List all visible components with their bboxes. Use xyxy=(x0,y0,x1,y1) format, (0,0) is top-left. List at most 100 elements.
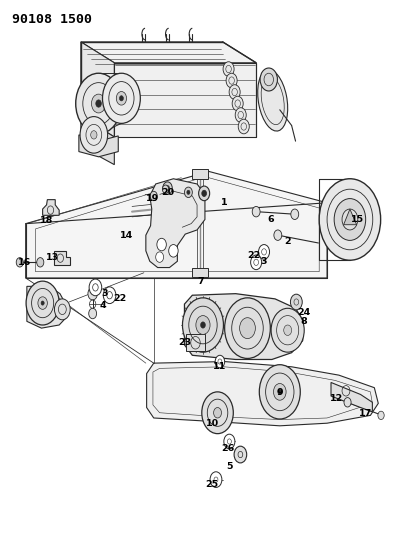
Circle shape xyxy=(165,185,169,191)
Text: 90108 1500: 90108 1500 xyxy=(12,13,92,26)
Text: 16: 16 xyxy=(18,258,31,267)
Circle shape xyxy=(318,179,380,260)
Circle shape xyxy=(80,117,107,153)
Circle shape xyxy=(290,209,298,220)
Bar xyxy=(192,268,208,277)
Text: 7: 7 xyxy=(197,277,204,286)
Text: 19: 19 xyxy=(146,194,159,203)
Polygon shape xyxy=(27,286,65,328)
Circle shape xyxy=(88,287,97,300)
Text: 17: 17 xyxy=(358,409,371,418)
Polygon shape xyxy=(330,383,371,411)
Circle shape xyxy=(238,119,249,134)
Polygon shape xyxy=(54,251,70,265)
Circle shape xyxy=(273,230,281,240)
Bar xyxy=(192,169,208,179)
Circle shape xyxy=(229,85,239,99)
Circle shape xyxy=(258,245,269,259)
Circle shape xyxy=(155,252,163,262)
Circle shape xyxy=(223,62,233,76)
Circle shape xyxy=(259,68,277,91)
Circle shape xyxy=(54,299,70,320)
Circle shape xyxy=(251,206,259,217)
Text: 12: 12 xyxy=(330,394,343,402)
Circle shape xyxy=(162,182,172,195)
Circle shape xyxy=(343,398,350,407)
Circle shape xyxy=(250,255,261,270)
Circle shape xyxy=(95,100,101,107)
Text: 20: 20 xyxy=(160,188,174,197)
Circle shape xyxy=(224,298,269,358)
Text: 4: 4 xyxy=(99,301,105,310)
Polygon shape xyxy=(343,209,356,225)
Circle shape xyxy=(270,308,304,352)
Text: 13: 13 xyxy=(45,253,59,262)
Text: 22: 22 xyxy=(247,251,260,260)
Text: 6: 6 xyxy=(267,215,274,224)
Circle shape xyxy=(36,257,44,267)
Text: 22: 22 xyxy=(113,294,127,303)
Circle shape xyxy=(168,245,178,257)
Circle shape xyxy=(201,190,206,197)
Text: 2: 2 xyxy=(284,237,290,246)
Circle shape xyxy=(103,287,115,304)
Text: 3: 3 xyxy=(101,289,107,298)
Circle shape xyxy=(283,325,291,335)
Circle shape xyxy=(162,185,168,193)
Text: 5: 5 xyxy=(225,462,232,471)
Circle shape xyxy=(201,392,233,434)
Polygon shape xyxy=(184,294,303,359)
Circle shape xyxy=(259,365,300,419)
Circle shape xyxy=(182,298,223,352)
Text: 1: 1 xyxy=(221,198,227,207)
Circle shape xyxy=(277,389,281,394)
Polygon shape xyxy=(114,63,255,137)
Circle shape xyxy=(75,73,121,134)
Circle shape xyxy=(235,108,246,123)
Circle shape xyxy=(273,384,286,400)
Circle shape xyxy=(290,294,302,310)
Text: 8: 8 xyxy=(299,317,306,326)
Circle shape xyxy=(333,199,365,240)
Text: 23: 23 xyxy=(178,338,190,347)
Text: 26: 26 xyxy=(221,444,234,453)
Circle shape xyxy=(89,308,96,319)
Circle shape xyxy=(38,297,47,309)
Polygon shape xyxy=(81,116,114,165)
Circle shape xyxy=(215,356,224,368)
Circle shape xyxy=(91,131,97,139)
Circle shape xyxy=(377,411,383,419)
Circle shape xyxy=(210,472,221,488)
Text: 14: 14 xyxy=(119,231,132,240)
Circle shape xyxy=(184,187,192,198)
Circle shape xyxy=(195,316,210,334)
Circle shape xyxy=(26,281,59,325)
Text: 9: 9 xyxy=(276,389,282,398)
Circle shape xyxy=(232,96,243,111)
Ellipse shape xyxy=(257,70,287,131)
Circle shape xyxy=(156,238,166,251)
Polygon shape xyxy=(146,179,205,268)
Circle shape xyxy=(102,73,140,123)
Circle shape xyxy=(223,434,234,449)
Text: 11: 11 xyxy=(213,362,226,372)
Circle shape xyxy=(200,322,205,328)
Text: 3: 3 xyxy=(260,257,267,266)
Circle shape xyxy=(198,186,209,201)
Circle shape xyxy=(233,446,246,463)
Text: 10: 10 xyxy=(206,419,219,427)
Circle shape xyxy=(225,73,237,88)
Circle shape xyxy=(16,257,23,267)
Circle shape xyxy=(41,301,44,305)
Circle shape xyxy=(116,92,126,105)
Polygon shape xyxy=(79,135,118,157)
Circle shape xyxy=(119,96,123,101)
Polygon shape xyxy=(26,172,326,278)
Circle shape xyxy=(239,318,255,338)
Text: 25: 25 xyxy=(205,480,218,489)
Polygon shape xyxy=(81,42,255,63)
Polygon shape xyxy=(81,42,114,137)
Circle shape xyxy=(91,94,105,113)
Circle shape xyxy=(89,279,101,296)
Polygon shape xyxy=(43,200,59,215)
